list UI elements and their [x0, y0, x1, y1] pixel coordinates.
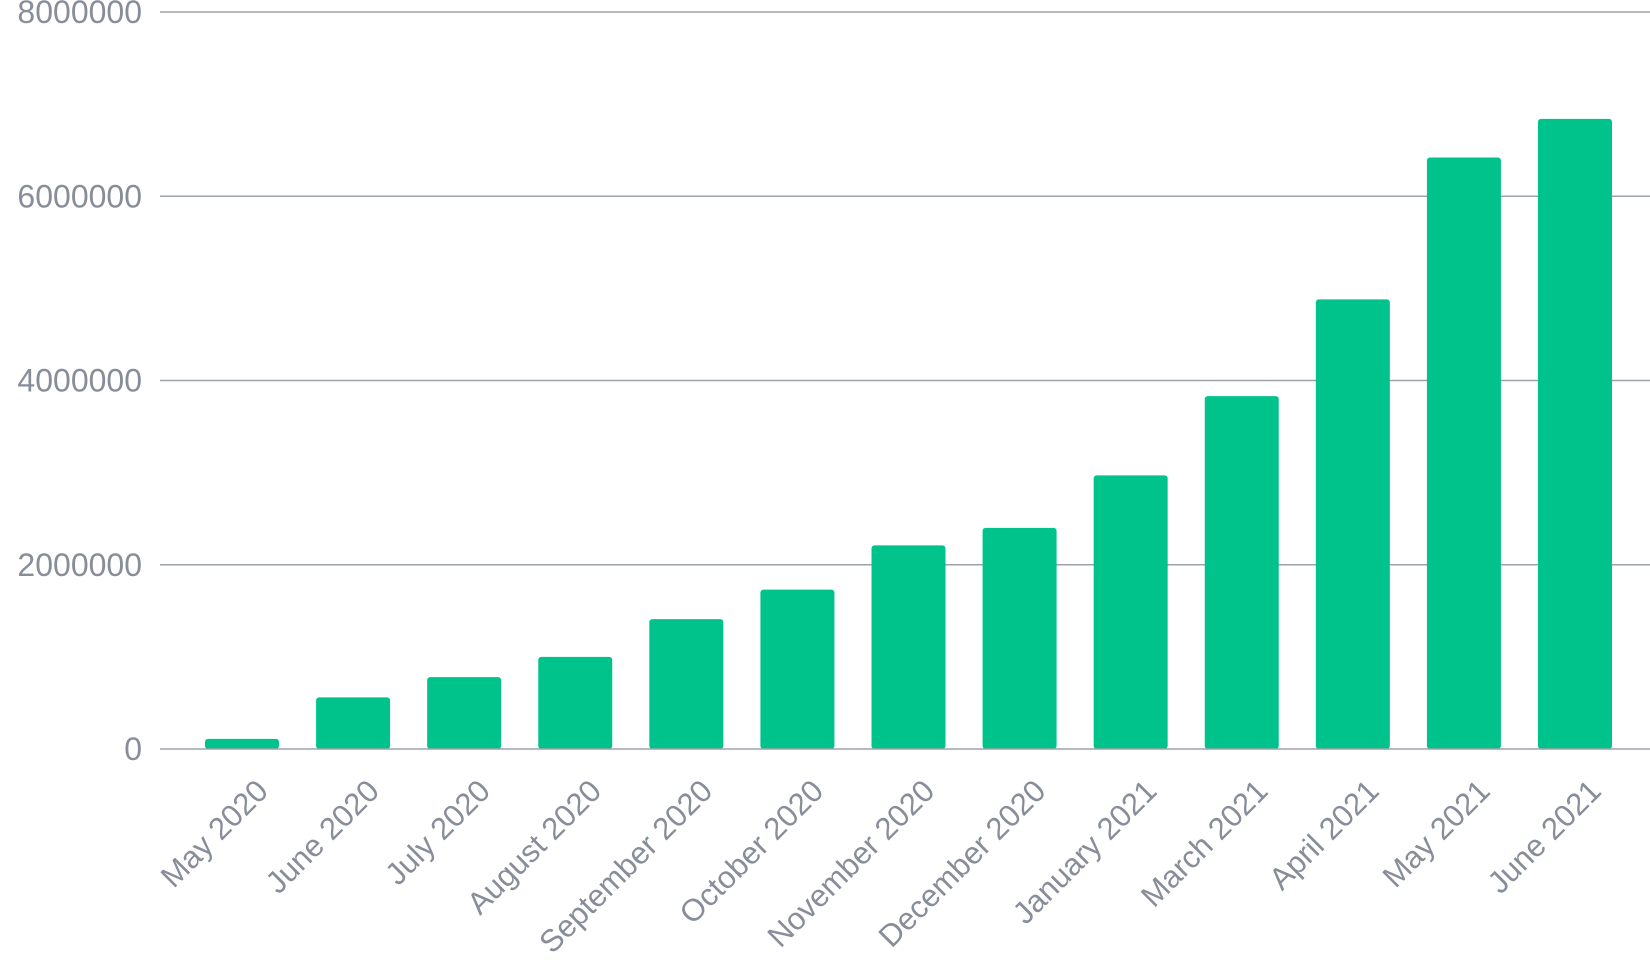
bar	[871, 545, 946, 749]
x-tick-label: April 2021	[1262, 773, 1385, 896]
bar	[427, 677, 502, 749]
x-tick-label: June 2020	[259, 773, 386, 900]
y-tick-label: 0	[124, 731, 142, 767]
bar	[982, 527, 1057, 749]
gridlines	[160, 11, 1650, 566]
x-tick-label: June 2021	[1481, 773, 1608, 900]
bar	[649, 619, 724, 749]
x-tick-label: May 2020	[154, 773, 275, 894]
y-tick-label: 2000000	[17, 547, 142, 583]
bars	[205, 118, 1612, 750]
bar	[1538, 118, 1612, 750]
bar	[316, 697, 391, 749]
bar	[1093, 475, 1168, 749]
y-axis-tick-labels: 0 2000000 4000000 6000000 8000000	[17, 0, 142, 767]
x-tick-label: July 2020	[378, 773, 497, 892]
bar	[1426, 157, 1501, 749]
y-tick-label: 6000000	[17, 178, 142, 214]
bar	[1204, 396, 1279, 749]
bar	[205, 738, 279, 749]
y-tick-label: 8000000	[17, 0, 142, 30]
bar	[538, 656, 613, 749]
x-tick-label: May 2021	[1376, 773, 1497, 894]
bar	[760, 589, 835, 749]
bar	[1315, 299, 1390, 749]
y-tick-label: 4000000	[17, 363, 142, 399]
